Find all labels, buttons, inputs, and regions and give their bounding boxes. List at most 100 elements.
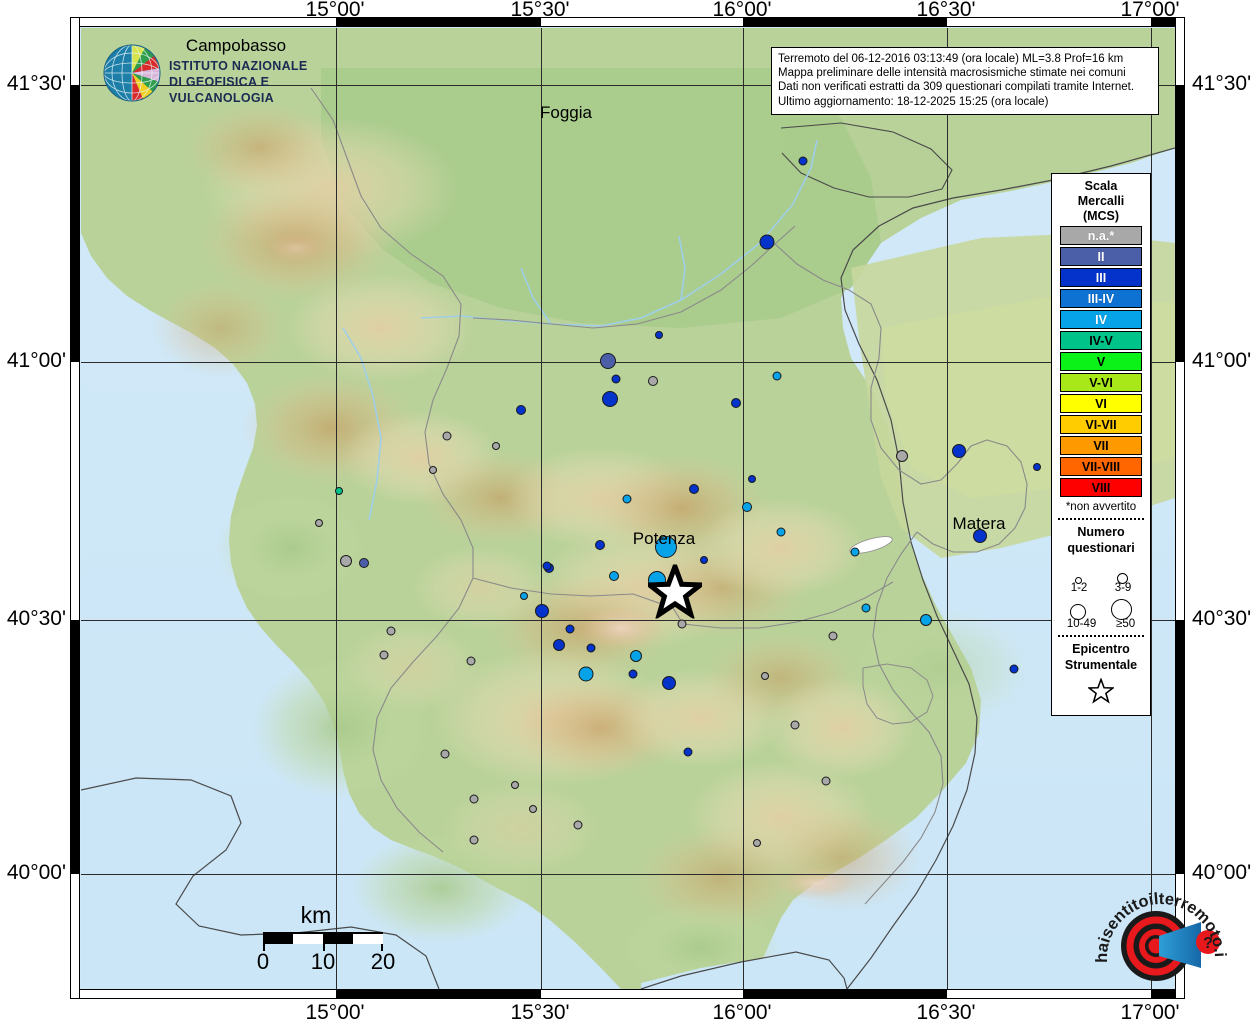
questionnaire-size-label: 1-2 — [1070, 582, 1088, 594]
mcs-legend-row-viii: VIII — [1060, 478, 1142, 497]
intensity-marker[interactable] — [689, 484, 699, 494]
intensity-marker[interactable] — [628, 669, 638, 679]
scale-bar: km 0 10 20 — [253, 902, 403, 974]
intensity-marker[interactable] — [542, 561, 552, 571]
intensity-marker[interactable] — [677, 619, 687, 629]
haisentitoilterremoto-logo[interactable]: ? haisentitoilterremoto.it www. — [1078, 866, 1241, 1018]
axis-label-left-3: 40°00' — [6, 861, 66, 884]
intensity-marker[interactable] — [466, 656, 476, 666]
intensity-marker[interactable] — [759, 234, 775, 250]
questionnaire-size-label: 3-9 — [1114, 582, 1132, 594]
intensity-marker[interactable] — [442, 431, 452, 441]
epicenter-star-icon — [642, 559, 708, 624]
intensity-marker[interactable] — [772, 371, 782, 381]
intensity-marker[interactable] — [600, 353, 616, 369]
intensity-marker[interactable] — [648, 376, 658, 386]
axis-label-right-3: 40°00' — [1192, 861, 1252, 884]
legend-panel: Scala Mercalli (MCS) n.a.* II III III-IV IV I… — [1051, 173, 1151, 716]
intensity-marker[interactable] — [630, 650, 642, 662]
legend-divider-1 — [1058, 518, 1144, 520]
intensity-marker[interactable] — [861, 603, 871, 613]
legend-title-line-1: Scala — [1084, 179, 1118, 193]
intensity-marker[interactable] — [386, 626, 396, 636]
graticule-meridian-3 — [947, 28, 948, 989]
intensity-marker[interactable] — [662, 676, 676, 690]
intensity-marker[interactable] — [565, 624, 575, 634]
intensity-marker[interactable] — [952, 444, 966, 458]
intensity-marker[interactable] — [315, 519, 323, 527]
intensity-marker[interactable] — [340, 555, 352, 567]
intensity-marker[interactable] — [492, 442, 500, 450]
intensity-marker[interactable] — [573, 820, 583, 830]
mcs-legend-row-na: n.a.* — [1060, 226, 1142, 245]
intensity-marker[interactable] — [520, 592, 528, 600]
intensity-marker[interactable] — [683, 747, 693, 757]
city-label-matera: Matera — [952, 514, 1006, 533]
intensity-marker[interactable] — [850, 547, 860, 557]
intensity-marker[interactable] — [359, 558, 369, 568]
graticule-meridian-1 — [541, 28, 542, 989]
intensity-marker[interactable] — [761, 672, 769, 680]
axis-label-left-1: 41°00' — [6, 349, 66, 372]
intensity-marker[interactable] — [1009, 664, 1019, 674]
intensity-marker[interactable] — [973, 529, 987, 543]
frame-tick-segment — [743, 990, 947, 998]
intensity-marker[interactable] — [511, 781, 519, 789]
intensity-marker[interactable] — [602, 391, 618, 407]
intensity-marker[interactable] — [753, 839, 761, 847]
intensity-marker[interactable] — [790, 720, 800, 730]
intensity-marker[interactable] — [469, 794, 479, 804]
scale-bar-segment — [263, 934, 293, 944]
intensity-marker[interactable] — [622, 494, 632, 504]
intensity-marker[interactable] — [821, 776, 831, 786]
scale-bar-tick-label-1: 10 — [310, 949, 336, 974]
intensity-marker[interactable] — [700, 556, 708, 564]
graticule-meridian-4 — [1151, 28, 1152, 989]
intensity-marker[interactable] — [379, 650, 389, 660]
intensity-marker[interactable] — [1033, 463, 1041, 471]
intensity-marker[interactable] — [553, 639, 565, 651]
legend-title-line-3: (MCS) — [1082, 209, 1120, 223]
questionnaire-size-label: ≥50 — [1116, 618, 1136, 630]
intensity-marker[interactable] — [920, 614, 932, 626]
intensity-marker[interactable] — [469, 835, 479, 845]
intensity-marker[interactable] — [429, 466, 437, 474]
frame-tick-segment — [1176, 85, 1184, 362]
intensity-marker[interactable] — [335, 487, 343, 495]
intensity-marker[interactable] — [798, 156, 808, 166]
graticule-parallel-1 — [81, 362, 1175, 363]
scale-bar-segment — [293, 934, 323, 944]
intensity-marker[interactable] — [655, 536, 677, 558]
axis-label-bottom-2: 16°00' — [712, 1001, 772, 1024]
svg-text:?: ? — [1203, 935, 1213, 952]
intensity-marker[interactable] — [896, 450, 908, 462]
info-line-4: Ultimo aggiornamento: 18-12-2025 15:25 (… — [778, 95, 1049, 108]
questionnaire-labels-row-2: 10-49 ≥50 — [1057, 618, 1145, 630]
axis-label-right-0: 41°30' — [1192, 72, 1252, 95]
intensity-marker[interactable] — [609, 571, 619, 581]
frame-tick-segment — [743, 18, 947, 26]
intensity-marker[interactable] — [611, 374, 621, 384]
city-label-potenza: Potenza — [632, 529, 696, 548]
scale-bar-segment — [323, 934, 353, 944]
intensity-marker[interactable] — [742, 502, 752, 512]
intensity-marker[interactable] — [748, 475, 756, 483]
map-canvas[interactable]: CampobassoFoggiaBariPotenzaMateraapt — [81, 28, 1175, 989]
intensity-marker[interactable] — [586, 643, 596, 653]
intensity-marker[interactable] — [828, 631, 838, 641]
intensity-marker[interactable] — [655, 331, 663, 339]
intensity-marker[interactable] — [595, 540, 605, 550]
intensity-marker[interactable] — [516, 405, 526, 415]
intensity-marker[interactable] — [440, 749, 450, 759]
mcs-legend-row-iii: III — [1060, 268, 1142, 287]
questionnaire-size-circle — [1074, 577, 1082, 584]
axis-label-top-2: 16°00' — [712, 0, 772, 21]
ingv-line-1: ISTITUTO NAZIONALE — [169, 59, 308, 73]
legend-title: Scala Mercalli (MCS) — [1057, 179, 1145, 224]
intensity-marker[interactable] — [731, 398, 741, 408]
intensity-marker[interactable] — [578, 666, 594, 682]
questionnaire-legend-title: Numero questionari — [1057, 524, 1145, 556]
intensity-marker[interactable] — [535, 604, 549, 618]
intensity-marker[interactable] — [529, 805, 537, 813]
intensity-marker[interactable] — [776, 527, 786, 537]
